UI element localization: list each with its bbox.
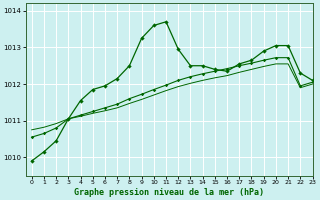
X-axis label: Graphe pression niveau de la mer (hPa): Graphe pression niveau de la mer (hPa): [74, 188, 264, 197]
